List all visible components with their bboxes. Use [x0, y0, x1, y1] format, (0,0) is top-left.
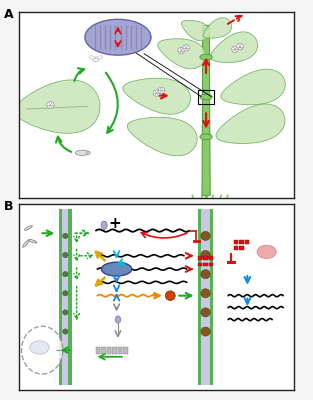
- Circle shape: [201, 250, 210, 260]
- Ellipse shape: [24, 226, 33, 230]
- Ellipse shape: [89, 56, 97, 60]
- Polygon shape: [202, 25, 210, 195]
- Text: A: A: [4, 8, 13, 21]
- Circle shape: [183, 45, 190, 51]
- Circle shape: [63, 272, 68, 277]
- Bar: [233, 240, 238, 244]
- Polygon shape: [203, 18, 232, 38]
- Bar: [101, 347, 106, 354]
- Circle shape: [201, 327, 210, 336]
- Circle shape: [201, 289, 210, 298]
- Bar: [198, 90, 214, 104]
- Circle shape: [63, 291, 68, 296]
- Ellipse shape: [30, 341, 49, 354]
- Bar: [245, 240, 249, 244]
- Bar: [233, 246, 238, 250]
- Bar: [96, 347, 100, 354]
- Polygon shape: [182, 20, 209, 41]
- Polygon shape: [221, 69, 285, 105]
- Circle shape: [63, 310, 68, 315]
- Ellipse shape: [257, 245, 276, 258]
- Circle shape: [153, 90, 160, 96]
- Text: B: B: [4, 200, 13, 213]
- Circle shape: [63, 329, 68, 334]
- Bar: [209, 263, 213, 266]
- Circle shape: [158, 87, 165, 94]
- Ellipse shape: [28, 239, 37, 243]
- Polygon shape: [15, 80, 100, 133]
- Circle shape: [201, 308, 210, 317]
- Polygon shape: [127, 117, 197, 156]
- Circle shape: [237, 43, 243, 50]
- Ellipse shape: [75, 150, 89, 156]
- Bar: [123, 347, 128, 354]
- Ellipse shape: [101, 221, 107, 230]
- Ellipse shape: [115, 316, 121, 323]
- Bar: [107, 347, 111, 354]
- Ellipse shape: [93, 58, 99, 61]
- Bar: [239, 240, 244, 244]
- Text: +: +: [109, 216, 121, 232]
- Circle shape: [201, 231, 210, 240]
- Ellipse shape: [101, 262, 132, 276]
- Bar: [198, 209, 201, 385]
- Bar: [239, 246, 244, 250]
- Circle shape: [201, 270, 210, 279]
- Ellipse shape: [95, 56, 103, 60]
- Bar: [62, 209, 68, 385]
- Ellipse shape: [200, 94, 212, 100]
- Ellipse shape: [23, 240, 29, 247]
- Bar: [118, 347, 122, 354]
- Polygon shape: [158, 39, 205, 69]
- Ellipse shape: [22, 326, 63, 374]
- Circle shape: [63, 233, 68, 238]
- Bar: [203, 256, 208, 260]
- Polygon shape: [210, 32, 258, 62]
- Bar: [198, 256, 202, 260]
- Bar: [201, 209, 210, 385]
- Circle shape: [165, 291, 175, 300]
- Bar: [59, 209, 62, 385]
- Bar: [210, 209, 213, 385]
- Bar: [198, 263, 202, 266]
- Ellipse shape: [85, 19, 151, 55]
- Polygon shape: [216, 104, 285, 144]
- Bar: [203, 263, 208, 266]
- Bar: [68, 209, 72, 385]
- Circle shape: [232, 46, 238, 52]
- Ellipse shape: [200, 134, 212, 140]
- Circle shape: [63, 252, 68, 258]
- Bar: [209, 256, 213, 260]
- Ellipse shape: [86, 151, 90, 154]
- Polygon shape: [123, 78, 191, 114]
- Circle shape: [178, 47, 185, 54]
- Circle shape: [47, 102, 54, 108]
- Bar: [112, 347, 117, 354]
- Ellipse shape: [200, 54, 212, 60]
